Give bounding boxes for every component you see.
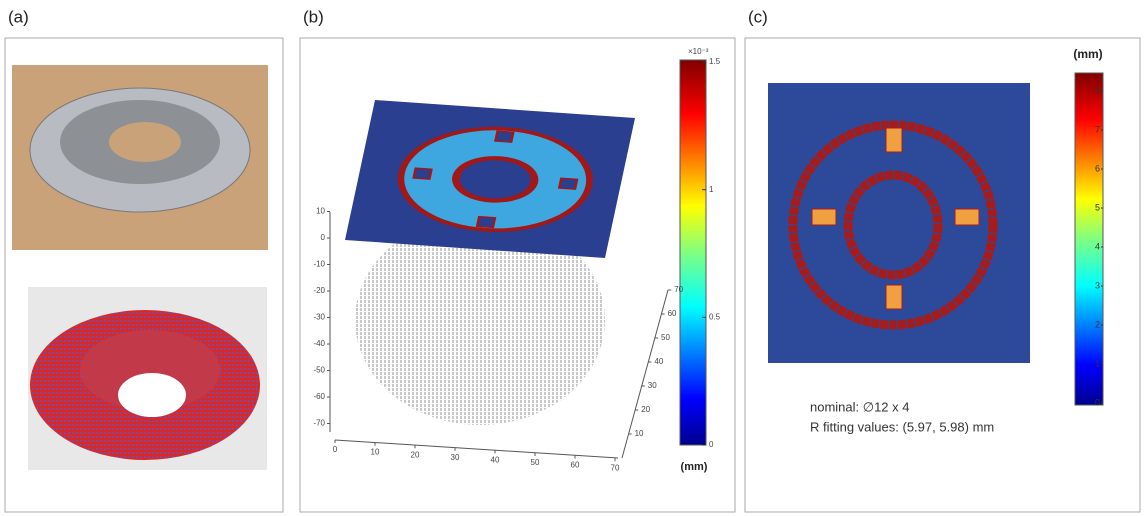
- x-tick-label: 50: [531, 458, 540, 467]
- y-tick-label: 60: [668, 309, 677, 318]
- y-tick-label: 40: [654, 357, 663, 366]
- nominal-text: nominal: ∅12 x 4: [810, 399, 910, 414]
- y-tick-label: 70: [674, 285, 683, 294]
- y-tick-label: 50: [661, 333, 670, 342]
- panel-label: (a): [8, 7, 29, 26]
- x-tick-label: 0: [333, 445, 338, 454]
- colorbar-exponent: ×10⁻³: [688, 47, 709, 56]
- z-tick-label: -10: [313, 260, 325, 269]
- colorbar: [1075, 73, 1103, 405]
- x-tick-label: 10: [371, 448, 380, 457]
- x-tick-label: 70: [611, 463, 620, 472]
- colorbar-tick-label: 5: [1095, 202, 1100, 212]
- unit: (mm): [681, 461, 708, 473]
- colorbar-tick-label: 1: [709, 185, 714, 194]
- hole: [955, 209, 979, 225]
- hole: [886, 128, 902, 152]
- y-tick-label: 30: [648, 381, 657, 390]
- colorbar-tick-label: 0.5: [709, 312, 721, 321]
- panel-label: (b): [303, 7, 324, 26]
- colorbar-tick-label: 0: [1095, 397, 1100, 407]
- unit: (mm): [1073, 47, 1102, 61]
- z-tick-label: -60: [313, 392, 325, 401]
- colorbar-tick-label: 7: [1095, 124, 1100, 134]
- z-tick-label: -20: [313, 286, 325, 295]
- x-tick-label: 40: [491, 456, 500, 465]
- hole: [886, 285, 902, 309]
- part-photo: [109, 122, 181, 162]
- x-tick-label: 20: [411, 450, 420, 459]
- axis: [622, 290, 668, 458]
- colorbar-tick-label: 3: [1095, 280, 1100, 290]
- x-tick-label: 60: [571, 461, 580, 470]
- fitting-text: R fitting values: (5.97, 5.98) mm: [810, 419, 994, 434]
- x-tick-label: 30: [451, 453, 460, 462]
- z-tick-label: 0: [321, 233, 326, 242]
- figure: (a) (b) ×10⁻³ (mm) (c) (mm) nominal: ∅12…: [0, 0, 1146, 517]
- z-tick-label: -50: [313, 366, 325, 375]
- y-tick-label: 20: [641, 405, 650, 414]
- z-tick-label: 10: [316, 207, 325, 216]
- panel-label: (c): [748, 7, 768, 26]
- y-tick-label: 10: [635, 429, 644, 438]
- colorbar-tick-label: 0: [709, 440, 714, 449]
- plane: [345, 100, 635, 258]
- z-tick-label: -30: [313, 313, 325, 322]
- colorbar-tick-label: 1.5: [709, 57, 721, 66]
- colorbar-tick-label: 4: [1095, 241, 1100, 251]
- scan-hole: [118, 373, 186, 417]
- z-tick-label: -70: [313, 419, 325, 428]
- colorbar-tick-label: 1: [1095, 358, 1100, 368]
- colorbar-tick-label: 6: [1095, 163, 1100, 173]
- z-tick-label: -40: [313, 339, 325, 348]
- hole: [812, 209, 836, 225]
- colorbar-tick-label: 8: [1095, 85, 1100, 95]
- colorbar-tick-label: 2: [1095, 319, 1100, 329]
- colorbar: [680, 60, 706, 445]
